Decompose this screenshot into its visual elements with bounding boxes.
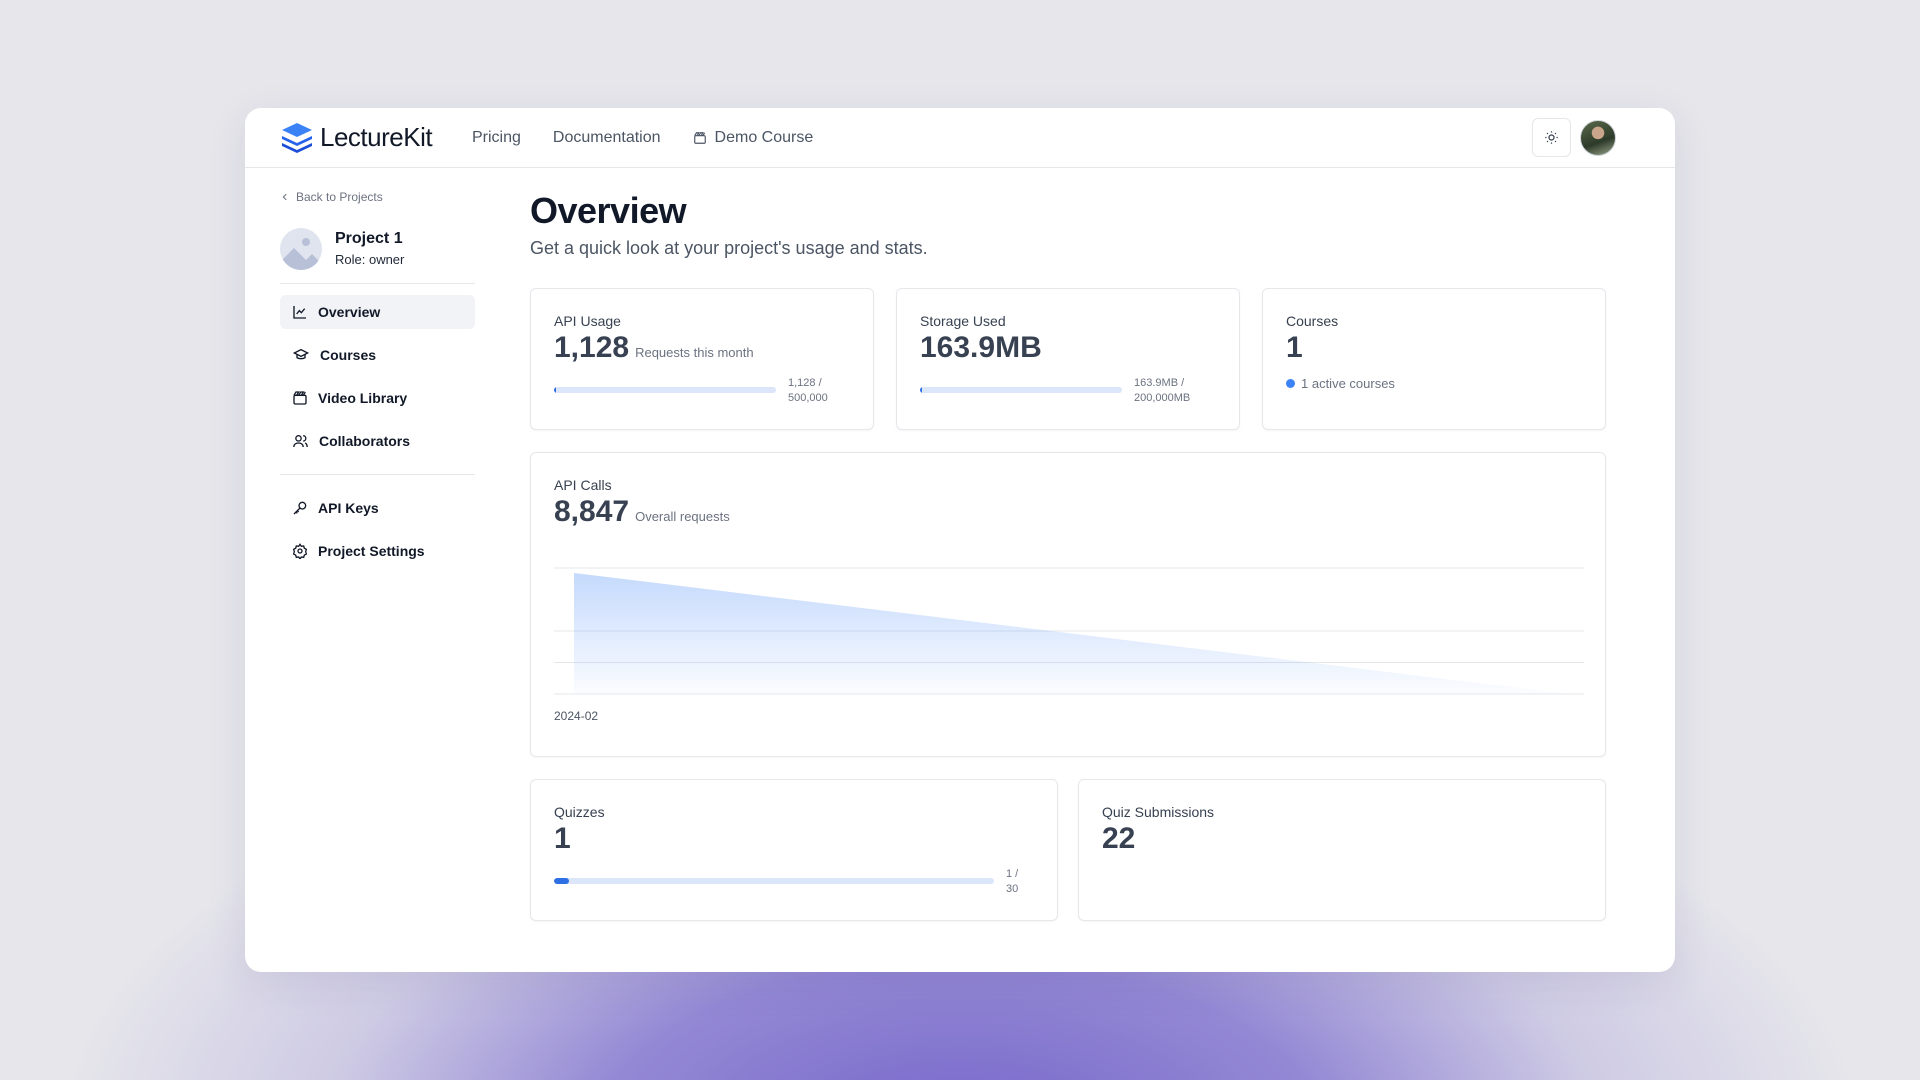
card-value: 1,128 Requests this month [554, 331, 754, 365]
chart-area-series [574, 573, 1569, 694]
courses-caption: 1 active courses [1301, 376, 1395, 391]
app-window: LectureKit Pricing Documentation Demo Co… [245, 108, 1675, 972]
progress-fill [554, 387, 556, 393]
sun-icon [1545, 131, 1558, 144]
storage-value: 163.9MB [920, 331, 1042, 364]
card-value: 22 [1102, 822, 1135, 856]
card-label: Quiz Submissions [1102, 804, 1215, 820]
card-value: 1 [1286, 331, 1303, 365]
sidebar-item-courses[interactable]: Courses [280, 338, 475, 372]
back-to-projects-label: Back to Projects [296, 190, 383, 204]
image-placeholder-icon [280, 238, 322, 270]
storage-progress [920, 387, 1122, 393]
api-usage-value: 1,128 [554, 331, 630, 364]
card-label: API Calls [554, 477, 612, 493]
sidebar-item-label: Courses [320, 347, 377, 363]
sidebar-item-label: Video Library [318, 390, 408, 406]
quiz-submissions-value: 22 [1102, 822, 1136, 855]
sidebar-item-label: API Keys [318, 500, 379, 516]
quizzes-value: 1 [554, 822, 571, 855]
progress-text-line: 30 [1006, 883, 1019, 895]
sidebar-divider [280, 283, 475, 284]
quiz-submissions-card: Quiz Submissions 22 [1078, 779, 1606, 921]
storage-progress-text: 163.9MB / 200,000MB [1134, 376, 1190, 406]
progress-text-line: 163.9MB / [1134, 377, 1185, 389]
user-avatar[interactable] [1580, 120, 1616, 156]
api-calls-card: API Calls 8,847 Overall requests 2024-02 [530, 452, 1606, 757]
brand-logo[interactable]: LectureKit [280, 121, 433, 153]
api-usage-progress-text: 1,128 / 500,000 [788, 376, 828, 406]
progress-text-line: 500,000 [788, 392, 828, 404]
project-role: Role: owner [335, 252, 405, 267]
sidebar-item-video-library[interactable]: Video Library [280, 381, 475, 415]
layers-logo-icon [282, 123, 312, 153]
project-name: Project 1 [335, 230, 403, 247]
card-value: 8,847 Overall requests [554, 495, 730, 529]
progress-fill [920, 387, 922, 393]
courses-value: 1 [1286, 331, 1303, 364]
progress-text-line: 1,128 / [788, 377, 822, 389]
api-calls-value: 8,847 [554, 495, 630, 528]
sidebar-item-label: Collaborators [319, 433, 411, 449]
project-avatar [280, 228, 322, 270]
api-usage-caption: Requests this month [635, 345, 754, 360]
nav-demo-course-label: Demo Course [714, 129, 814, 146]
theme-toggle-button[interactable] [1532, 118, 1571, 157]
chart-line-icon [293, 306, 306, 319]
status-dot [1286, 379, 1295, 388]
sidebar-item-label: Overview [318, 304, 381, 320]
api-calls-chart [554, 567, 1584, 695]
main-nav: Pricing Documentation Demo Course [472, 108, 813, 168]
graduation-cap-icon [292, 348, 310, 360]
quizzes-progress-text: 1 / 30 [1006, 867, 1018, 897]
project-header: Project 1 Role: owner [280, 228, 475, 273]
back-to-projects-link[interactable]: Back to Projects [280, 190, 383, 204]
nav-demo-course[interactable]: Demo Course [693, 129, 814, 147]
top-navbar: LectureKit Pricing Documentation Demo Co… [245, 108, 1675, 168]
nav-documentation[interactable]: Documentation [552, 129, 661, 146]
key-icon [293, 501, 307, 515]
clapperboard-icon [293, 391, 307, 405]
api-calls-caption: Overall requests [635, 509, 730, 524]
card-label: Storage Used [920, 313, 1006, 329]
gear-icon [292, 543, 308, 559]
card-label: Courses [1286, 313, 1339, 329]
progress-text-line: 1 / [1006, 868, 1019, 880]
sidebar-item-label: Project Settings [318, 543, 425, 559]
nav-pricing[interactable]: Pricing [472, 129, 521, 146]
quizzes-progress [554, 878, 994, 884]
card-label: Quizzes [554, 804, 605, 820]
brand-name: LectureKit [320, 121, 433, 152]
courses-status: 1 active courses [1286, 376, 1395, 391]
clapperboard-icon [693, 132, 706, 144]
progress-fill [554, 878, 569, 884]
api-usage-progress [554, 387, 776, 393]
card-value: 1 [554, 822, 571, 856]
page-title: Overview [530, 190, 687, 231]
card-value: 163.9MB [920, 331, 1042, 365]
api-usage-card: API Usage 1,128 Requests this month 1,12… [530, 288, 874, 430]
users-icon [293, 435, 308, 448]
courses-card: Courses 1 1 active courses [1262, 288, 1606, 430]
sidebar-divider [280, 474, 475, 475]
sidebar-item-project-settings[interactable]: Project Settings [280, 534, 475, 568]
storage-card: Storage Used 163.9MB 163.9MB / 200,000MB [896, 288, 1240, 430]
card-label: API Usage [554, 313, 621, 329]
sidebar-item-overview[interactable]: Overview [280, 295, 475, 329]
sidebar-item-api-keys[interactable]: API Keys [280, 491, 475, 525]
page-subtitle: Get a quick look at your project's usage… [530, 238, 928, 258]
chevron-left-icon [282, 193, 287, 201]
sidebar-item-collaborators[interactable]: Collaborators [280, 424, 475, 458]
x-tick-label: 2024-02 [554, 709, 599, 723]
progress-text-line: 200,000MB [1134, 392, 1191, 404]
quizzes-card: Quizzes 1 1 / 30 [530, 779, 1058, 921]
